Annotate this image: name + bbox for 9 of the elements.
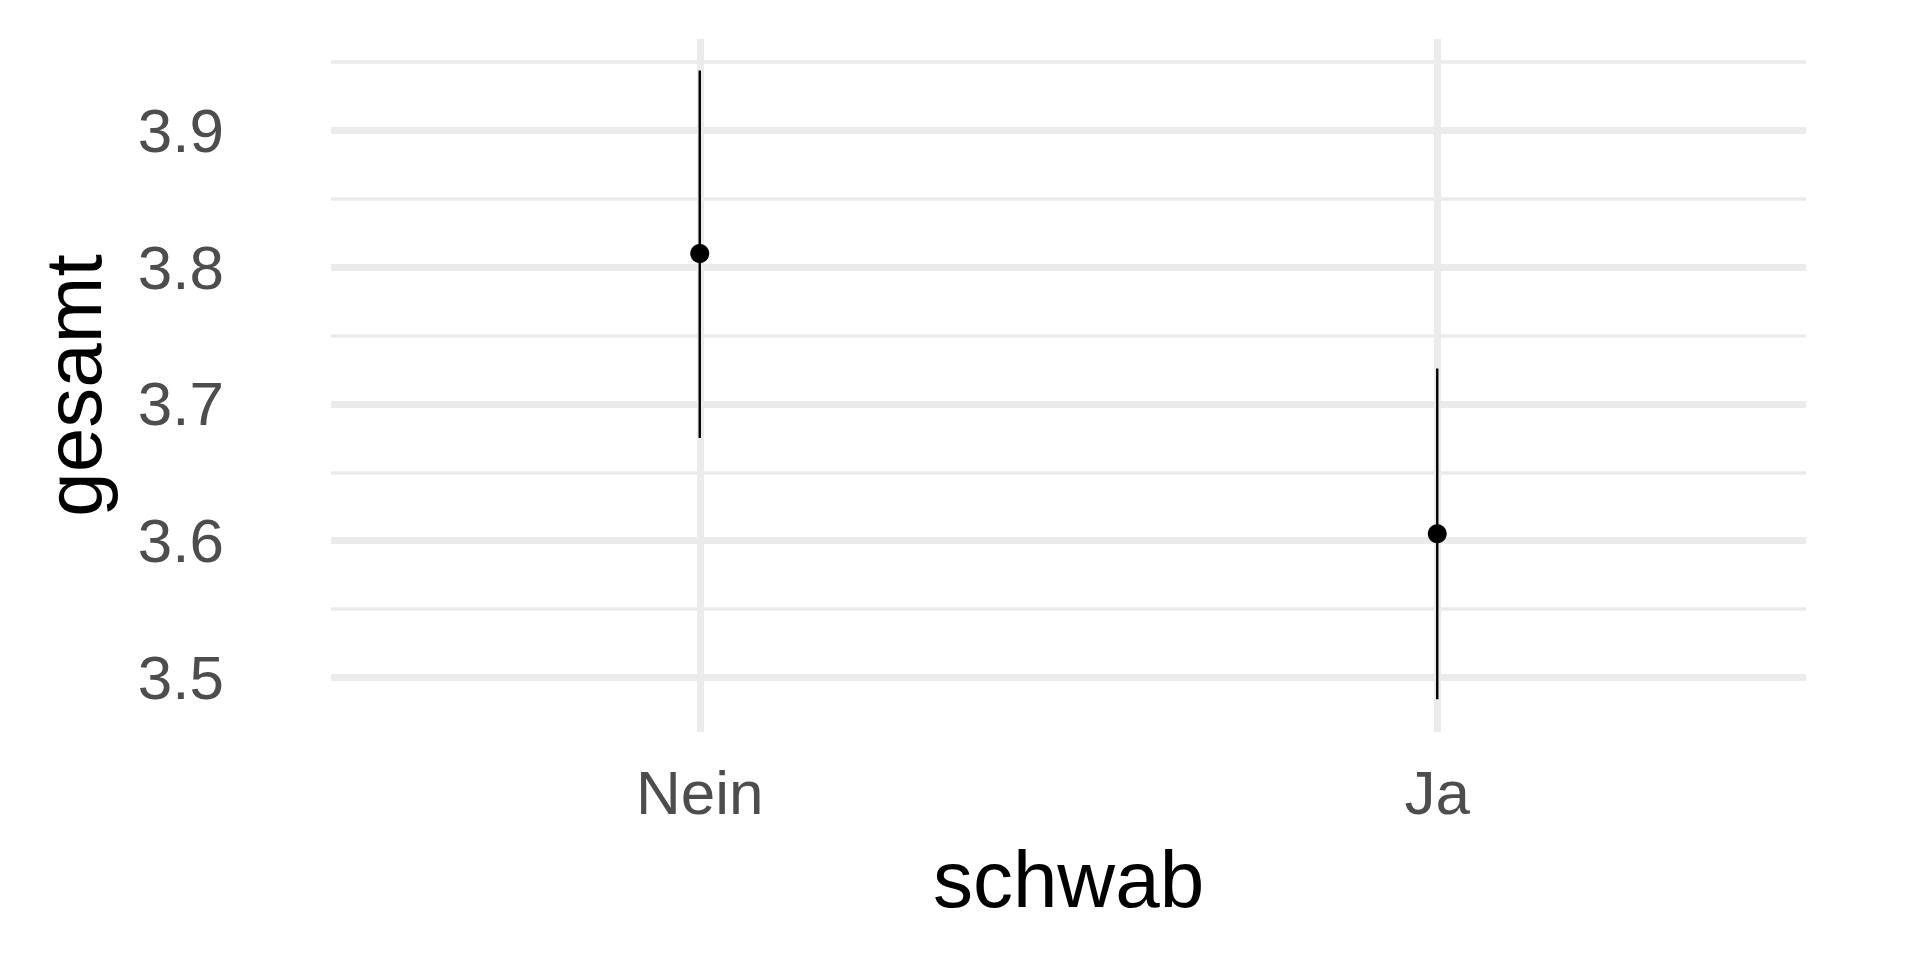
x-tick-label: Ja — [1404, 757, 1471, 827]
y-tick-label: 3.9 — [137, 96, 224, 166]
y-axis-title: gesamt — [28, 254, 118, 517]
x-tick-label: Nein — [635, 757, 764, 827]
y-tick-label: 3.6 — [137, 506, 224, 576]
y-tick-label: 3.5 — [137, 642, 224, 712]
y-tick-label: 3.8 — [137, 232, 224, 302]
x-axis-title: schwab — [932, 834, 1205, 924]
y-tick-label: 3.7 — [137, 369, 224, 439]
